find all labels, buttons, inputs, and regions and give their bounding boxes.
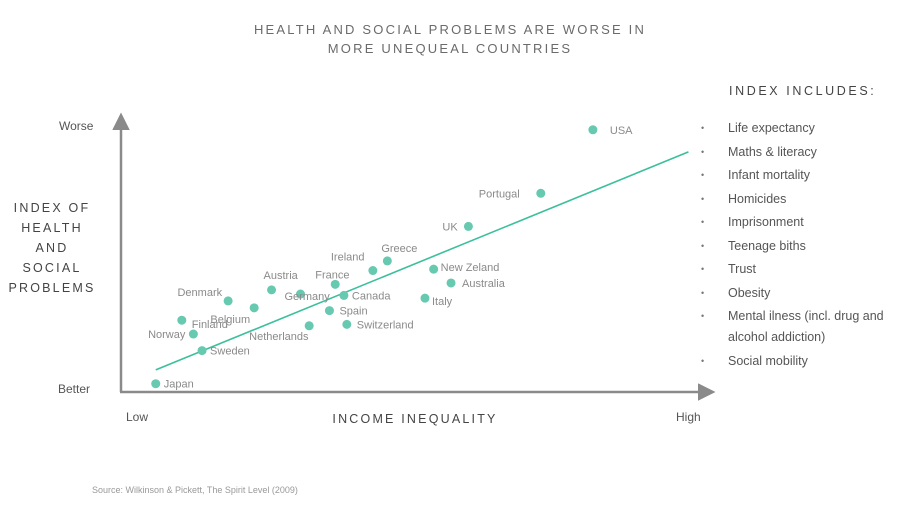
point-label: Norway (148, 329, 186, 341)
point-label: Sweden (210, 346, 250, 358)
data-point-greece (382, 256, 392, 266)
legend-item: • Imprisonment (698, 212, 898, 233)
data-point-spain (324, 306, 334, 316)
point-label: Italy (432, 296, 453, 308)
legend-item: • Obesity (698, 283, 898, 304)
legend-item-label: Obesity (728, 285, 771, 300)
x-tick-low: Low (126, 410, 149, 424)
legend-item: • Life expectancy (698, 118, 898, 139)
data-point-sweden (197, 346, 207, 356)
legend-item-label: Social mobility (728, 353, 808, 368)
x-tick-high: High (676, 410, 701, 424)
legend-item-label: Maths & literacy (728, 144, 817, 159)
y-tick-worse: Worse (59, 119, 94, 133)
data-point-france (330, 279, 340, 289)
legend-title: INDEX INCLUDES: (729, 84, 877, 98)
source-note: Source: Wilkinson & Pickett, The Spirit … (92, 485, 298, 495)
legend-item: • Trust (698, 259, 898, 280)
data-point-denmark (223, 296, 233, 306)
y-axis-label-line: AND (35, 241, 69, 255)
data-point-japan (151, 379, 161, 389)
bullet-icon: • (701, 170, 705, 180)
chart-title-line-1: HEALTH AND SOCIAL PROBLEMS ARE WORSE IN (253, 22, 647, 37)
y-axis-label: INDEX OF HEALTH AND SOCIAL PROBLEMS (4, 198, 100, 298)
y-axis-label-line: PROBLEMS (8, 281, 96, 295)
legend-item-label: Imprisonment (728, 215, 804, 229)
point-label: Ireland (331, 252, 365, 264)
bullet-icon: • (701, 240, 705, 251)
y-axis-label-line: SOCIAL (22, 261, 82, 275)
bullet-icon: • (701, 123, 705, 133)
legend-item: • Infant mortality (698, 165, 898, 186)
data-point-italy (420, 293, 430, 303)
bullet-icon: • (701, 355, 705, 366)
data-point-austria (267, 285, 277, 295)
legend-item: • Homicides (698, 189, 898, 210)
point-label: Australia (462, 278, 506, 290)
y-axis-label-line: INDEX OF (13, 201, 91, 215)
data-point-switzerland (342, 319, 352, 329)
data-point-netherlands (304, 321, 314, 331)
point-label: Germany (284, 291, 330, 303)
point-label: Switzerland (357, 319, 414, 331)
legend-item: • Maths & literacy (698, 142, 898, 163)
data-point-canada (339, 290, 349, 300)
data-point-finland (177, 315, 187, 325)
chart-title: HEALTH AND SOCIAL PROBLEMS ARE WORSE IN … (0, 20, 900, 58)
point-label: Finland (192, 319, 228, 331)
legend-item-label: Teenage biths (728, 238, 806, 253)
legend-item: • Teenage biths (698, 236, 898, 257)
point-label: Portugal (479, 188, 520, 200)
point-label: Greece (381, 243, 417, 255)
trend-line (155, 151, 689, 371)
bullet-icon: • (701, 311, 705, 321)
data-point-usa (588, 125, 598, 135)
bullet-icon: • (701, 217, 705, 227)
data-point-australia (446, 278, 456, 288)
legend-list: • Life expectancy • Maths & literacy • Infa… (698, 118, 898, 374)
legend-item-label: Mental ilness (incl. drug and alcohol ad… (728, 309, 884, 344)
x-axis-label: INCOME INEQUALITY (332, 412, 498, 426)
data-point-uk (463, 221, 473, 231)
bullet-icon: • (701, 193, 705, 204)
y-tick-better: Better (58, 382, 91, 396)
data-point-norway (188, 329, 198, 339)
y-axis-label-line: HEALTH (21, 221, 83, 235)
point-label: Austria (264, 270, 299, 282)
point-label: Canada (352, 290, 391, 302)
legend-item-label: Homicides (728, 191, 787, 206)
point-label: New Zeland (441, 262, 500, 274)
data-point-portugal (536, 188, 546, 198)
point-label: USA (610, 125, 633, 137)
point-label: Spain (339, 306, 367, 318)
point-label: Japan (164, 379, 194, 391)
legend-item-label: Life expectancy (728, 121, 815, 135)
point-label: Denmark (177, 287, 222, 299)
point-label: UK (442, 221, 458, 233)
point-label: Netherlands (249, 331, 309, 343)
point-label: Belgium (210, 314, 250, 326)
legend-item-label: Trust (728, 262, 757, 276)
legend-item: • Mental ilness (incl. drug and alcohol a… (698, 306, 898, 348)
bullet-icon: • (701, 264, 705, 274)
point-label: France (315, 269, 349, 281)
data-point-ireland (368, 266, 378, 276)
bullet-icon: • (701, 146, 705, 157)
bullet-icon: • (701, 287, 705, 298)
data-point-new-zeland (429, 264, 439, 274)
chart-title-line-2: MORE UNEQUEAL COUNTRIES (327, 41, 573, 56)
data-point-germany (295, 289, 305, 299)
data-point-belgium (249, 303, 259, 313)
legend-item-label: Infant mortality (728, 168, 810, 182)
legend-item: • Social mobility (698, 351, 898, 372)
